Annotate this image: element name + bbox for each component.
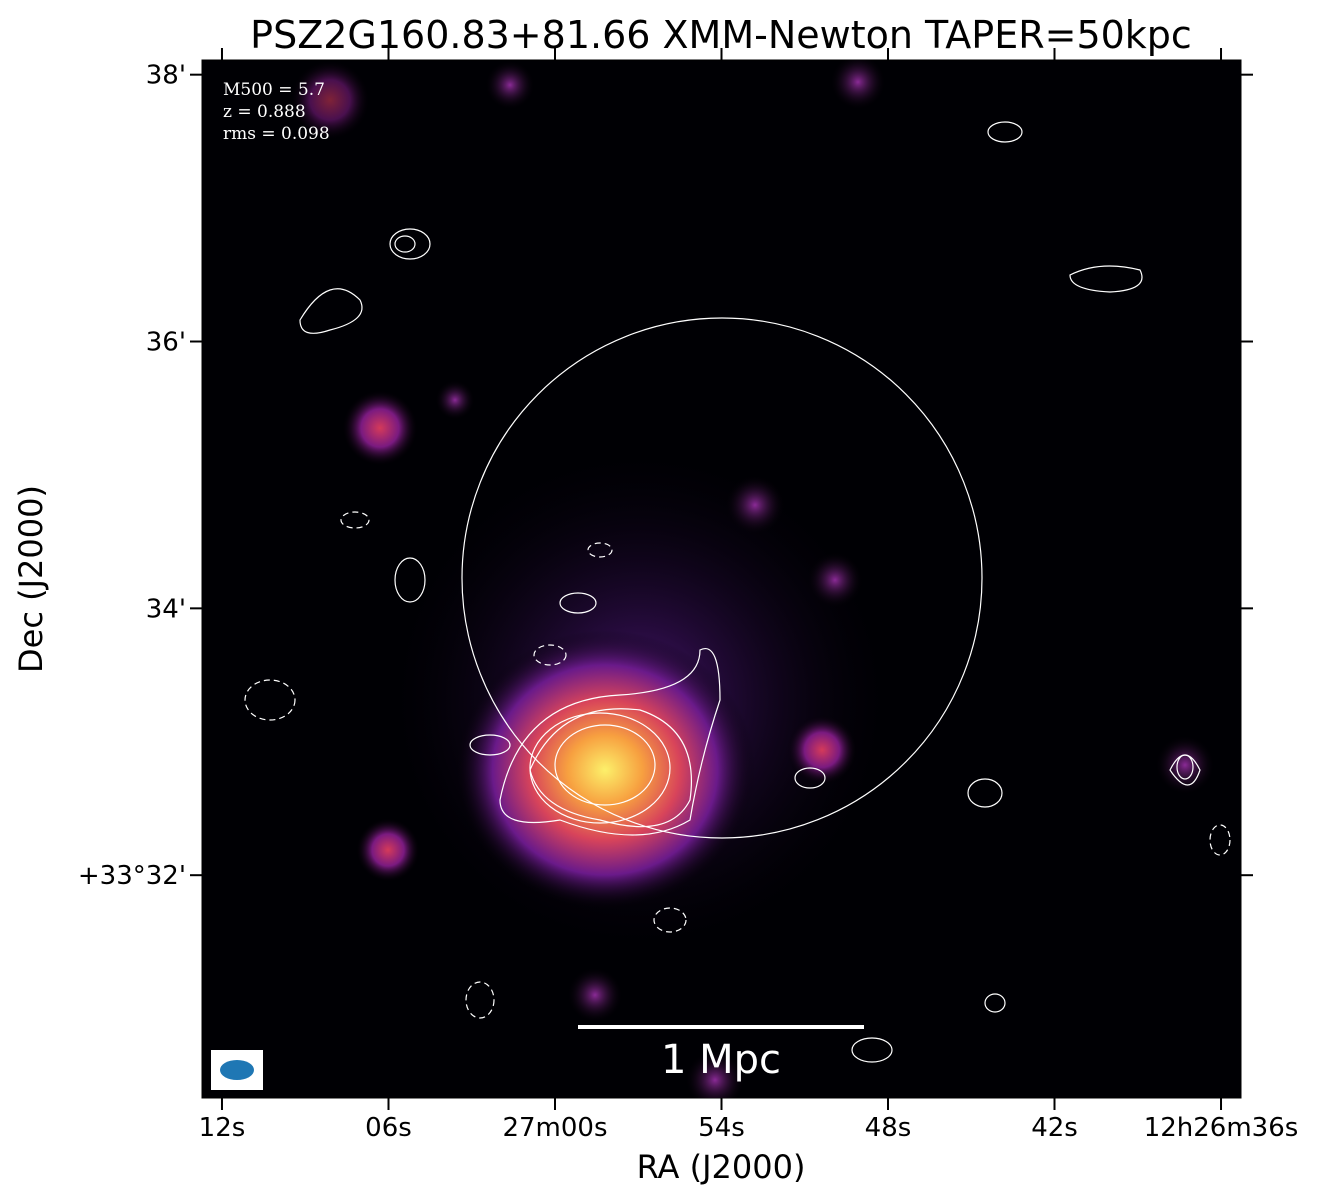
x-tick-label: 42s (1031, 1113, 1078, 1143)
x-tick-label: 54s (698, 1113, 745, 1143)
y-axis-label: Dec (J2000) (12, 485, 50, 673)
y-tick-label: 38' (146, 61, 186, 91)
x-axis-label: RA (J2000) (637, 1148, 806, 1186)
image (244, 60, 1231, 1098)
y-tick-label: +33°32' (78, 861, 186, 891)
x-tick-label: 48s (865, 1113, 912, 1143)
beam (220, 1060, 254, 1080)
y-tick-label: 34' (146, 594, 186, 624)
x-tick-label: 12s (199, 1113, 246, 1143)
annotation: M500 = 5.7 (223, 80, 325, 100)
annotation: z = 0.888 (223, 102, 306, 122)
x-tick-label: 12h26m36s (1144, 1113, 1299, 1143)
y-tick-label: 36' (146, 328, 186, 358)
x-tick-label: 27m00s (502, 1113, 607, 1143)
x-tick-label: 06s (365, 1113, 412, 1143)
annotation: rms = 0.098 (223, 124, 330, 144)
scale-bar-label: 1 Mpc (661, 1037, 781, 1083)
